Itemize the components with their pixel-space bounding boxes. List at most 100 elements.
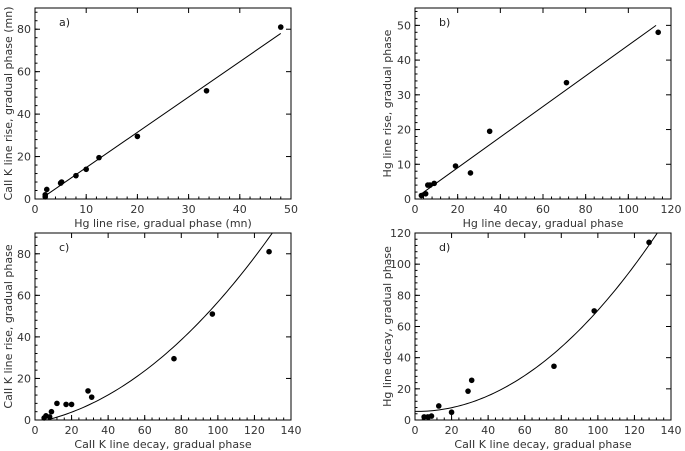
data-point [134, 133, 141, 140]
data-point [467, 170, 474, 176]
data-point [85, 388, 91, 394]
data-point [73, 172, 79, 179]
x-tick-label: 100 [618, 203, 639, 216]
data-point [427, 182, 433, 188]
x-tick-label: 60 [518, 424, 532, 437]
fit-line [44, 233, 273, 420]
fit-line [421, 24, 657, 195]
data-point [431, 180, 438, 187]
y-tick-label: 20 [17, 372, 31, 385]
x-tick-label: 20 [445, 424, 459, 437]
y-tick-label: 30 [397, 89, 411, 102]
data-point [563, 79, 570, 86]
data-point [171, 355, 177, 362]
data-point [277, 24, 284, 30]
data-point [646, 239, 652, 246]
y-tick-label: 10 [397, 158, 411, 171]
data-point [591, 308, 597, 314]
y-axis-label: Hg line decay, gradual phase [381, 246, 394, 407]
data-point [203, 87, 210, 94]
data-point [43, 186, 50, 193]
y-tick-label: 80 [397, 289, 411, 302]
x-tick-label: 50 [284, 203, 298, 216]
data-point [83, 166, 89, 173]
data-point [96, 154, 102, 161]
x-tick-label: 20 [451, 203, 465, 216]
y-tick-label: 50 [397, 19, 411, 32]
data-point [209, 311, 216, 317]
panel-1: 0 10 20 30 40 50 0 20 40 60 80 Hg line rise, gradua… [2, 7, 298, 231]
x-tick-label: 140 [661, 424, 682, 437]
x-tick-label: 120 [244, 424, 265, 437]
data-point [88, 394, 95, 400]
data-point [468, 377, 475, 384]
data-point [68, 401, 75, 408]
y-tick-label: 40 [17, 108, 31, 121]
data-point [428, 413, 435, 419]
y-tick-label: 60 [17, 66, 31, 79]
data-point [42, 191, 49, 198]
x-tick-label: 0 [32, 203, 39, 216]
x-tick-label: 10 [79, 203, 93, 216]
x-tick-label: 0 [412, 424, 419, 437]
x-tick-label: 20 [130, 203, 144, 216]
plot-frame [34, 232, 292, 421]
x-axis-label: Hg line decay, gradual phase [463, 217, 624, 230]
y-tick-label: 0 [404, 193, 411, 206]
data-point [266, 248, 272, 255]
data-point [655, 29, 661, 36]
x-tick-label: 0 [412, 203, 419, 216]
data-point [46, 414, 53, 420]
plot-frame [34, 7, 292, 200]
y-tick-label: 40 [397, 352, 411, 365]
data-point [422, 190, 429, 197]
y-tick-label: 20 [17, 151, 31, 164]
data-point [418, 192, 425, 199]
panel-label: c) [59, 241, 69, 254]
x-tick-label: 80 [554, 424, 568, 437]
y-axis-label: CaII K line rise, gradual phase [2, 244, 15, 408]
y-tick-label: 0 [24, 193, 31, 206]
fit-line [44, 33, 282, 197]
y-tick-label: 20 [397, 124, 411, 137]
panel-2: 0 20 40 60 80 100 120 0 10 20 30 40 50 Hg line decay,… [381, 7, 682, 230]
x-tick-label: 20 [65, 424, 79, 437]
x-axis-label: CaII K line decay, gradual phase [454, 438, 631, 451]
data-point [48, 408, 55, 415]
x-tick-label: 30 [182, 203, 196, 216]
x-tick-label: 100 [587, 424, 608, 437]
x-axis-label: CaII K line decay, gradual phase [74, 438, 251, 451]
y-tick-label: 80 [17, 248, 31, 261]
plot-frame [414, 232, 672, 421]
x-tick-label: 100 [207, 424, 228, 437]
y-tick-label: 20 [397, 383, 411, 396]
data-point [452, 163, 459, 169]
y-tick-label: 120 [390, 227, 411, 240]
data-point [54, 400, 60, 407]
data-point [551, 363, 557, 370]
x-tick-label: 120 [624, 424, 645, 437]
x-tick-label: 40 [481, 424, 495, 437]
panel-label: d) [439, 241, 450, 254]
x-tick-label: 60 [138, 424, 152, 437]
y-tick-label: 80 [17, 23, 31, 36]
y-axis-label: Hg line rise, gradual phase [381, 29, 394, 177]
data-point [448, 409, 455, 416]
data-point [486, 128, 493, 135]
data-point [465, 388, 471, 394]
x-tick-label: 40 [493, 203, 507, 216]
x-tick-label: 60 [536, 203, 550, 216]
y-tick-label: 40 [17, 331, 31, 344]
x-tick-label: 80 [579, 203, 593, 216]
x-tick-label: 140 [281, 424, 302, 437]
x-axis-label: Hg line rise, gradual phase (mn) [74, 217, 252, 230]
y-tick-label: 0 [404, 414, 411, 427]
x-tick-label: 120 [661, 203, 682, 216]
y-tick-label: 60 [17, 289, 31, 302]
panel-label: b) [439, 16, 450, 29]
x-tick-label: 40 [101, 424, 115, 437]
x-tick-label: 0 [32, 424, 39, 437]
